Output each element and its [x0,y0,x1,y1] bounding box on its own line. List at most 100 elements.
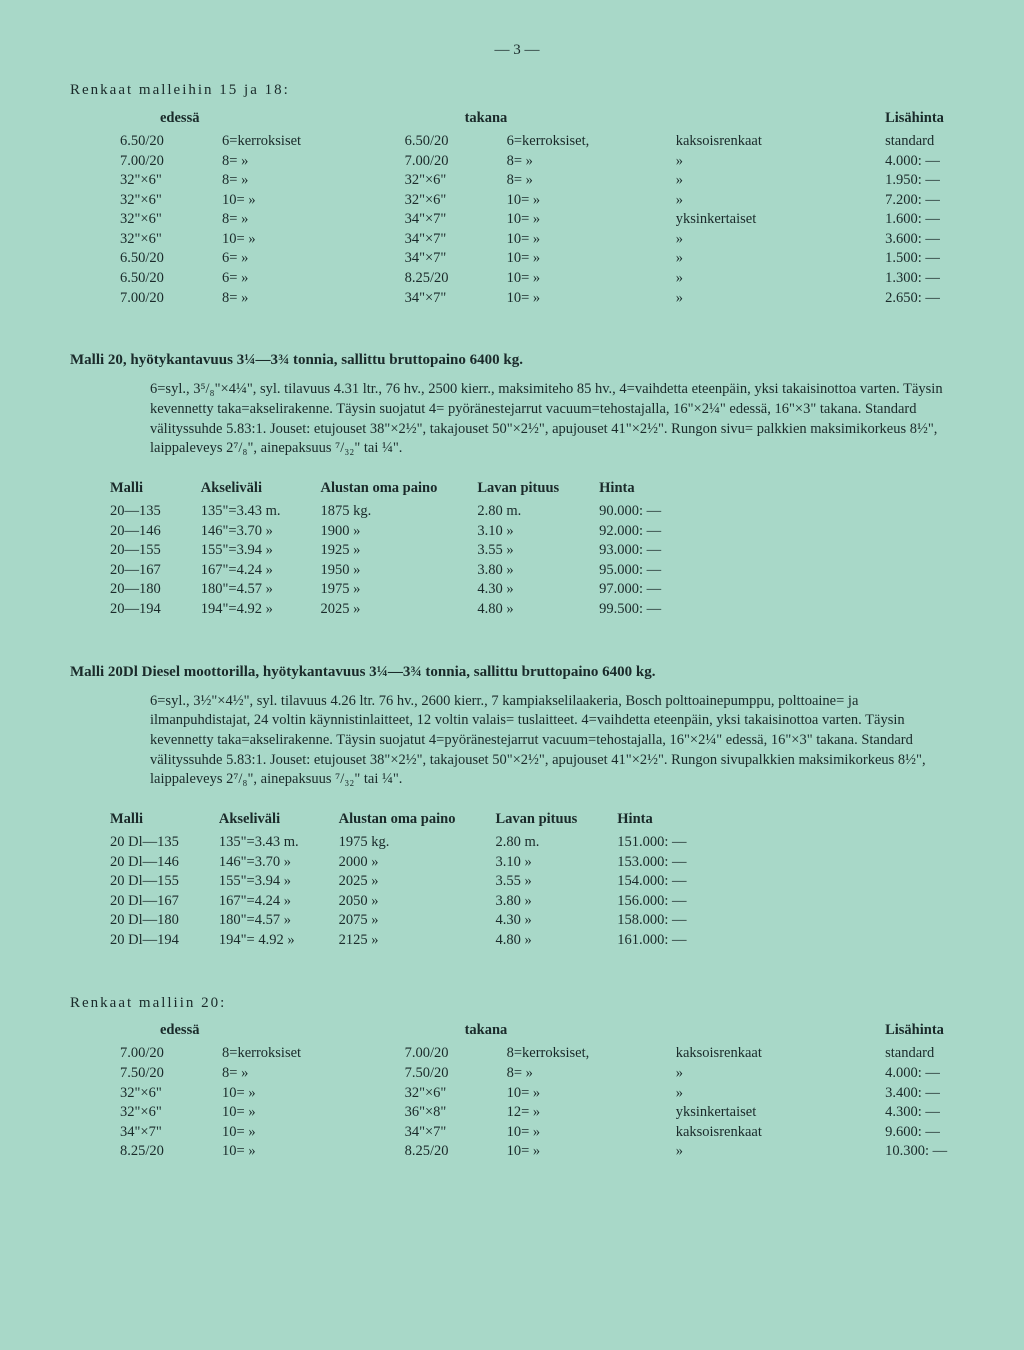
cell-price: 158.000: — [617,911,726,931]
cell-rSize: 32"×6" [405,171,507,191]
cell-rType: yksinkertaiset [676,1103,885,1123]
cell-len: 3.55 » [477,541,599,561]
page-number: — 3 — [70,40,964,60]
cell-price: standard [885,1044,1014,1064]
col-price: Hinta [617,810,726,834]
col-extra: Lisähinta [885,1021,1014,1045]
cell-rType: » [676,1064,885,1084]
cell-fSize: 6.50/20 [120,132,222,152]
cell-wt: 1925 » [321,541,478,561]
cell-wb: 155"=3.94 » [201,541,321,561]
cell-rType: » [676,269,885,289]
cell-rPly: 8= » [507,171,676,191]
cell-wb: 135"=3.43 m. [201,502,321,522]
table-row: 32"×6"10= »32"×6"10= » »7.200: — [120,191,1014,211]
cell-rPly: 8=kerroksiset, [507,1044,676,1064]
cell-wb: 146"=3.70 » [201,522,321,542]
cell-wt: 2025 » [339,872,496,892]
cell-fPly: 8=kerroksiset [222,1044,405,1064]
cell-price: 1.600: — [885,210,1014,230]
cell-fPly: 8= » [222,210,405,230]
table-row: 6.50/206=kerroksiset6.50/206=kerroksiset… [120,132,1014,152]
cell-wt: 1975 kg. [339,833,496,853]
table-row: 20 Dl—180180"=4.57 »2075 »4.30 »158.000:… [110,911,727,931]
cell-price: 92.000: — [599,522,701,542]
cell-len: 2.80 m. [495,833,617,853]
table-row: 32"×6"10= »32"×6"10= » »3.400: — [120,1084,1014,1104]
cell-rPly: 10= » [507,1084,676,1104]
model20-body: 6=syl., 3⁵/₈"×4¼", syl. tilavuus 4.31 lt… [150,380,944,458]
col-front: edessä [120,109,405,133]
cell-wb: 180"=4.57 » [201,580,321,600]
cell-rPly: 6=kerroksiset, [507,132,676,152]
cell-fPly: 8= » [222,152,405,172]
cell-rType: » [676,171,885,191]
cell-price: 151.000: — [617,833,726,853]
cell-fPly: 10= » [222,1123,405,1143]
table-row: 34"×7"10= »34"×7"10= »kaksoisrenkaat9.60… [120,1123,1014,1143]
cell-price: 93.000: — [599,541,701,561]
cell-price: 4.300: — [885,1103,1014,1123]
cell-wb: 135"=3.43 m. [219,833,339,853]
table-row: 20 Dl—167167"=4.24 »2050 »3.80 »156.000:… [110,892,727,912]
cell-model: 20 Dl—194 [110,931,219,951]
page-content: — 3 — Renkaat malleihin 15 ja 18: edessä… [0,0,1024,1202]
cell-len: 4.30 » [477,580,599,600]
cell-model: 20—194 [110,600,201,620]
col-weight: Alustan oma paino [321,479,478,503]
cell-rSize: 34"×7" [405,230,507,250]
cell-wb: 146"=3.70 » [219,853,339,873]
cell-wt: 1950 » [321,561,478,581]
table-row: 20—146146"=3.70 »1900 »3.10 »92.000: — [110,522,701,542]
model20dl-heading: Malli 20Dl Diesel moottorilla, hyötykant… [70,662,964,682]
cell-price: 154.000: — [617,872,726,892]
cell-wb: 155"=3.94 » [219,872,339,892]
cell-rPly: 8= » [507,152,676,172]
col-weight: Alustan oma paino [339,810,496,834]
cell-len: 3.10 » [495,853,617,873]
cell-fPly: 6= » [222,269,405,289]
cell-rPly: 10= » [507,1123,676,1143]
cell-fSize: 32"×6" [120,171,222,191]
cell-rPly: 8= » [507,1064,676,1084]
cell-rType: » [676,191,885,211]
col-rear: takana [405,1021,886,1045]
table-row: 7.00/208= »34"×7"10= » »2.650: — [120,289,1014,309]
cell-fPly: 10= » [222,1142,405,1162]
model20dl-table: Malli Akseliväli Alustan oma paino Lavan… [110,810,727,951]
cell-fSize: 7.50/20 [120,1064,222,1084]
cell-len: 3.10 » [477,522,599,542]
col-rear: takana [405,109,886,133]
col-length: Lavan pituus [477,479,599,503]
cell-price: 3.400: — [885,1084,1014,1104]
cell-wb: 180"=4.57 » [219,911,339,931]
cell-rPly: 12= » [507,1103,676,1123]
cell-rSize: 32"×6" [405,1084,507,1104]
cell-price: 90.000: — [599,502,701,522]
cell-price: 161.000: — [617,931,726,951]
cell-rType: » [676,1084,885,1104]
cell-price: 9.600: — [885,1123,1014,1143]
cell-fSize: 32"×6" [120,210,222,230]
cell-rPly: 10= » [507,230,676,250]
cell-price: 1.500: — [885,249,1014,269]
cell-rType: kaksoisrenkaat [676,1123,885,1143]
cell-price: 1.300: — [885,269,1014,289]
cell-fPly: 10= » [222,1103,405,1123]
cell-len: 4.30 » [495,911,617,931]
cell-len: 3.80 » [495,892,617,912]
cell-rPly: 10= » [507,249,676,269]
cell-fSize: 7.00/20 [120,289,222,309]
cell-rPly: 10= » [507,269,676,289]
cell-wb: 194"= 4.92 » [219,931,339,951]
cell-model: 20—135 [110,502,201,522]
cell-fPly: 6=kerroksiset [222,132,405,152]
cell-rSize: 34"×7" [405,1123,507,1143]
cell-rType: » [676,230,885,250]
col-front: edessä [120,1021,405,1045]
cell-model: 20 Dl—167 [110,892,219,912]
cell-rSize: 8.25/20 [405,1142,507,1162]
cell-fSize: 32"×6" [120,1084,222,1104]
cell-rType: » [676,249,885,269]
cell-fPly: 10= » [222,1084,405,1104]
